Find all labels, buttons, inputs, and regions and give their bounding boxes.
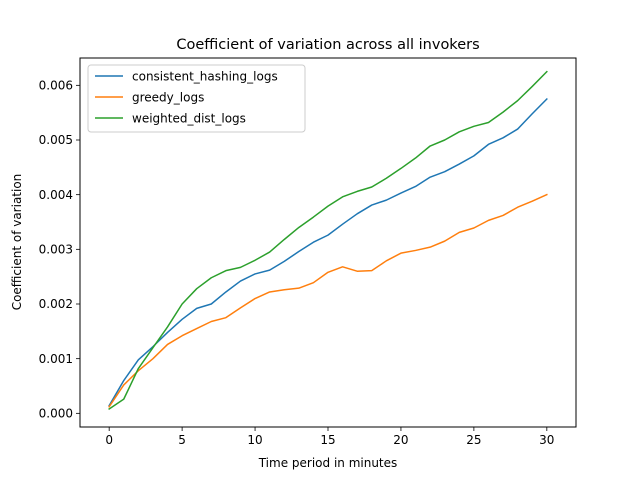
x-tick-label: 30: [539, 433, 554, 447]
y-tick-label: 0.003: [39, 243, 73, 257]
y-axis-label: Coefficient of variation: [10, 174, 24, 311]
series-line-weighted_dist_logs: [108, 70, 548, 411]
legend-label-consistent_hashing_logs: consistent_hashing_logs: [132, 69, 278, 83]
y-tick-label: 0.005: [39, 133, 73, 147]
chart-title: Coefficient of variation across all invo…: [176, 37, 479, 53]
series-line-greedy_logs: [108, 193, 548, 408]
x-tick-label: 5: [178, 433, 186, 447]
y-tick-label: 0.006: [39, 79, 73, 93]
legend: consistent_hashing_logs greedy_logsweight…: [87, 64, 306, 133]
y-axis: 0.000 0.001 0.002 0.003 0.004 0.005 0.006: [39, 79, 80, 421]
y-tick-label: 0.001: [39, 352, 73, 366]
y-tick-label: 0.000: [39, 407, 73, 421]
legend-label-greedy_logs: greedy_logs: [132, 90, 204, 104]
x-tick-label: 20: [393, 433, 408, 447]
legend-label-weighted_dist_logs: weighted_dist_logs: [132, 111, 246, 125]
series-line-consistent_hashing_logs: [108, 97, 548, 407]
x-axis-label: Time period in minutes: [258, 456, 398, 470]
y-tick-label: 0.004: [39, 188, 73, 202]
x-tick-label: 10: [247, 433, 262, 447]
legend-box: [87, 64, 306, 133]
series-layer: [108, 70, 548, 411]
y-tick-label: 0.002: [39, 297, 73, 311]
x-tick-label: 0: [105, 433, 113, 447]
x-tick-label: 15: [320, 433, 335, 447]
x-axis: 0 5 10 15 20 25 30: [105, 427, 554, 447]
x-tick-label: 25: [466, 433, 481, 447]
